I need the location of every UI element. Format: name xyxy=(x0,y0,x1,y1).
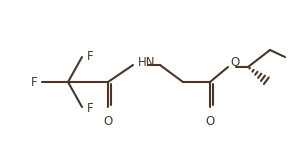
Text: F: F xyxy=(87,102,94,115)
Text: O: O xyxy=(230,57,239,69)
Text: HN: HN xyxy=(138,55,156,69)
Text: F: F xyxy=(87,49,94,62)
Text: O: O xyxy=(205,115,215,128)
Text: O: O xyxy=(103,115,113,128)
Text: F: F xyxy=(30,75,37,89)
